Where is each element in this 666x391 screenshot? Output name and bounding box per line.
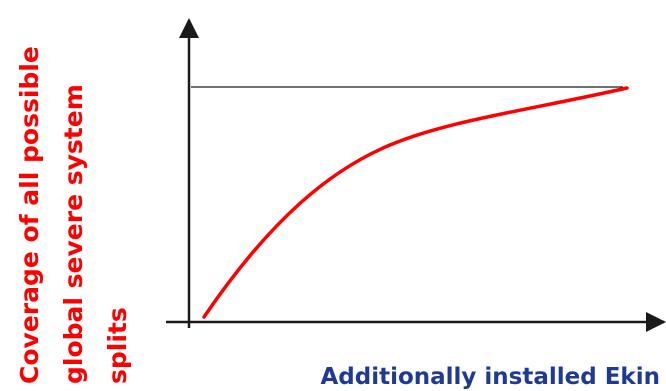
y-axis-label: Coverage of all possible global severe s… [15,46,132,384]
saturation-curve [202,86,629,319]
y-label-line-1: Coverage of all possible [15,46,44,384]
y-label-line-2: global severe system [59,84,88,384]
y-label-line-3: splits [103,307,132,384]
x-axis-label: Additionally installed Ekin [320,364,660,390]
